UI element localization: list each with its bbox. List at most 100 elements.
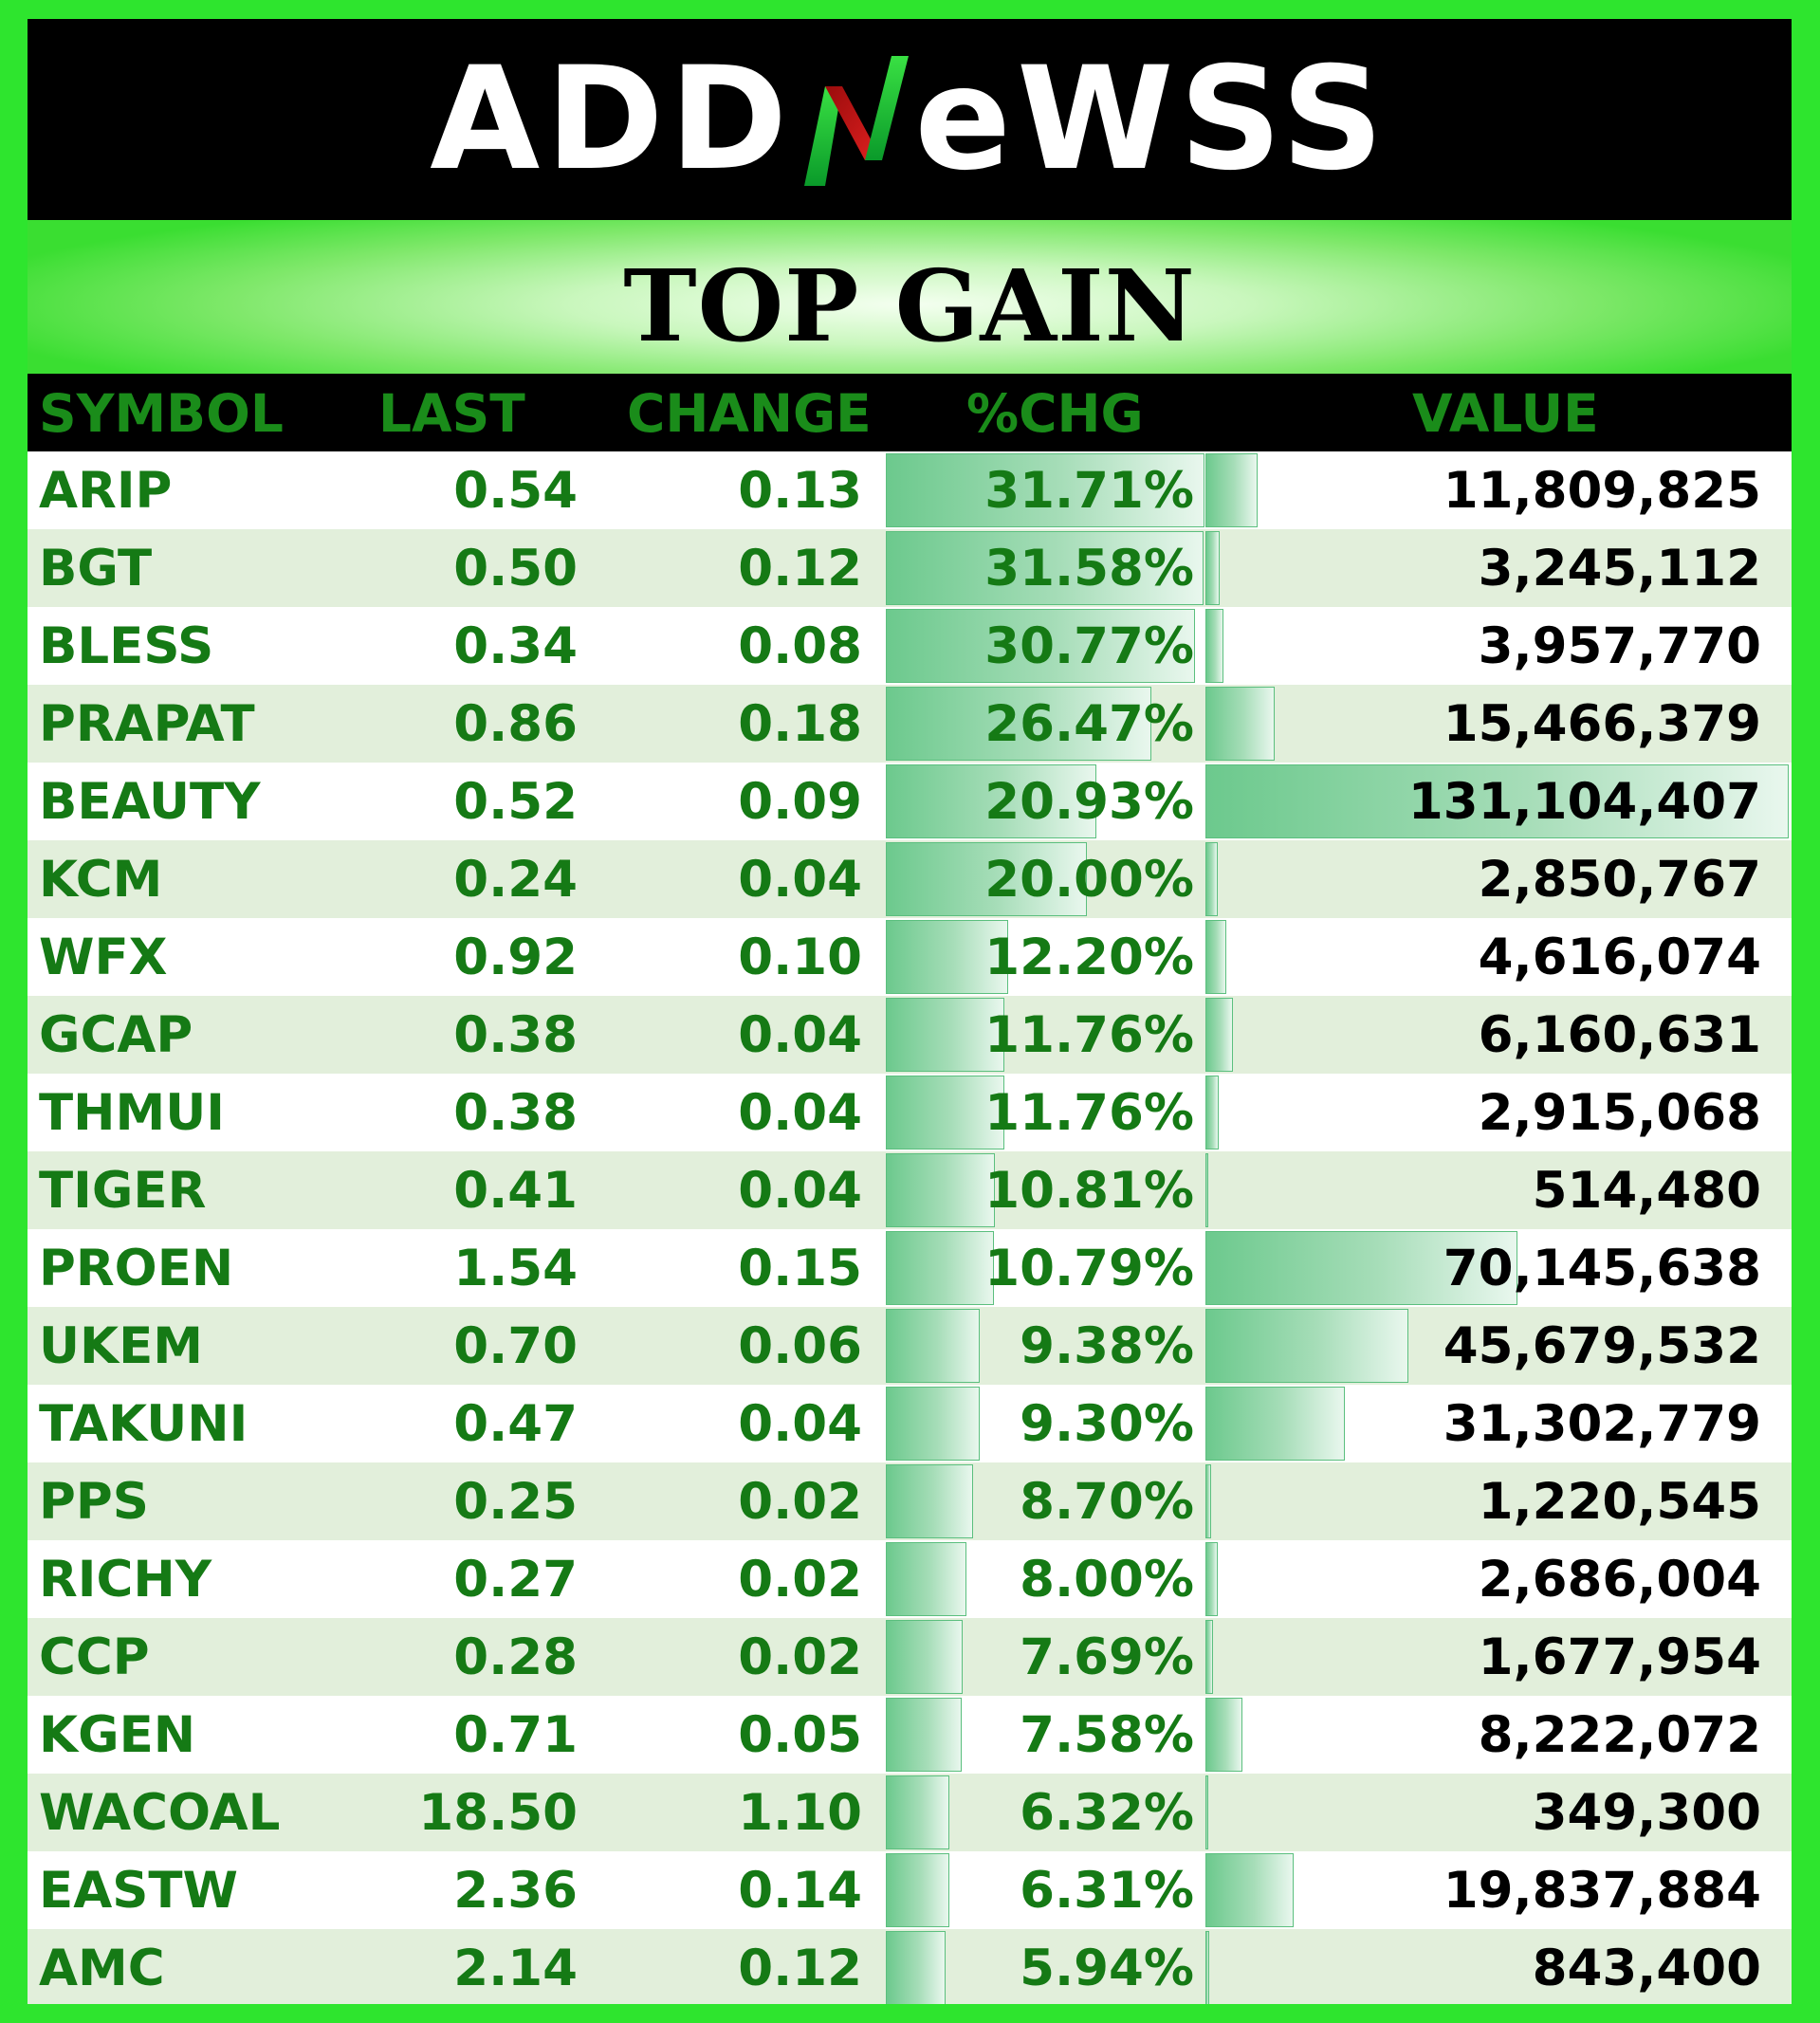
table-row: UKEM 0.70 0.06 9.38% 45,679,532 [28,1307,1792,1385]
value-bar [1205,1153,1208,1227]
symbol-cell: PPS [39,1472,149,1531]
change-cell: 0.08 [738,616,862,675]
pct-change-cell: 26.47% [984,694,1194,753]
last-price-cell: 1.54 [453,1239,578,1297]
gain-table-body: ARIP 0.54 0.13 31.71% 11,809,825 BGT 0.50 0.12 3… [28,451,1792,2004]
pct-change-bar [886,609,1195,683]
value-cell: 349,300 [1532,1783,1761,1842]
last-price-cell: 0.38 [453,1083,578,1142]
change-cell: 0.10 [738,928,862,986]
last-price-cell: 0.71 [453,1705,578,1764]
pct-change-bar [886,1464,973,1538]
column-header-change: CHANGE [627,383,872,444]
value-bar [1205,998,1233,1072]
last-price-cell: 0.41 [453,1161,578,1220]
column-header-symbol: SYMBOL [39,383,284,444]
pct-change-cell: 7.58% [1020,1705,1194,1764]
change-cell: 0.18 [738,694,862,753]
symbol-cell: KGEN [39,1705,196,1764]
change-cell: 0.12 [738,1939,862,1997]
table-row: BEAUTY 0.52 0.09 20.93% 131,104,407 [28,763,1792,840]
change-cell: 0.04 [738,1161,862,1220]
pct-change-cell: 10.81% [984,1161,1194,1220]
pct-change-cell: 5.94% [1020,1939,1194,1997]
last-price-cell: 0.92 [453,928,578,986]
change-cell: 0.04 [738,1005,862,1064]
pct-change-bar [886,1542,966,1616]
table-row: GCAP 0.38 0.04 11.76% 6,160,631 [28,996,1792,1074]
change-cell: 0.13 [738,461,862,520]
table-row: KGEN 0.71 0.05 7.58% 8,222,072 [28,1696,1792,1774]
pct-change-cell: 31.71% [984,461,1194,520]
last-price-cell: 0.70 [453,1316,578,1375]
value-cell: 514,480 [1532,1161,1761,1220]
table-row: THMUI 0.38 0.04 11.76% 2,915,068 [28,1074,1792,1151]
value-cell: 1,677,954 [1478,1628,1761,1686]
last-price-cell: 0.34 [453,616,578,675]
symbol-cell: TIGER [39,1161,207,1220]
symbol-cell: WACOAL [39,1783,281,1842]
symbol-cell: BEAUTY [39,772,261,831]
pct-change-cell: 11.76% [984,1083,1194,1142]
table-row: AMC 2.14 0.12 5.94% 843,400 [28,1929,1792,2004]
pct-change-bar [886,920,1008,994]
change-cell: 0.04 [738,850,862,909]
pct-change-cell: 9.30% [1020,1394,1194,1453]
value-cell: 1,220,545 [1478,1472,1761,1531]
pct-change-bar [886,1231,994,1305]
last-price-cell: 2.36 [453,1861,578,1920]
value-bar [1205,1076,1219,1149]
last-price-cell: 0.86 [453,694,578,753]
pct-change-cell: 30.77% [984,616,1194,675]
top-gain-board: ADD [28,19,1792,2004]
symbol-cell: PROEN [39,1239,234,1297]
table-row: RICHY 0.27 0.02 8.00% 2,686,004 [28,1540,1792,1618]
value-cell: 131,104,407 [1407,772,1761,831]
column-header-row: SYMBOL LAST CHANGE %CHG VALUE [28,374,1792,451]
pct-change-cell: 12.20% [984,928,1194,986]
value-cell: 19,837,884 [1443,1861,1761,1920]
table-row: WFX 0.92 0.10 12.20% 4,616,074 [28,918,1792,996]
pct-change-bar [886,764,1096,838]
pct-change-bar [886,1853,949,1927]
pct-change-bar [886,998,1004,1072]
last-price-cell: 0.47 [453,1394,578,1453]
pct-change-bar [886,1309,980,1383]
symbol-cell: CCP [39,1628,150,1686]
pct-change-bar [886,1931,946,2004]
last-price-cell: 0.24 [453,850,578,909]
symbol-cell: EASTW [39,1861,239,1920]
pct-change-cell: 6.32% [1020,1783,1194,1842]
pct-change-bar [886,1076,1004,1149]
value-cell: 2,850,767 [1478,850,1761,909]
pct-change-cell: 10.79% [984,1239,1194,1297]
pct-change-cell: 31.58% [984,539,1194,598]
pct-change-bar [886,453,1204,527]
value-bar [1205,609,1223,683]
logo-text-right: eWSS [914,37,1389,202]
pct-change-cell: 20.00% [984,850,1194,909]
value-bar [1205,1931,1209,2004]
brand-logo: ADD [430,48,1389,191]
value-cell: 2,686,004 [1478,1550,1761,1609]
value-bar [1205,1464,1211,1538]
change-cell: 1.10 [738,1783,862,1842]
value-cell: 8,222,072 [1478,1705,1761,1764]
change-cell: 0.14 [738,1861,862,1920]
logo-n-mark-icon [797,48,910,191]
value-bar [1205,1387,1345,1461]
title-band: TOP GAIN [28,220,1792,374]
value-cell: 45,679,532 [1443,1316,1761,1375]
value-bar [1205,531,1220,605]
pct-change-cell: 7.69% [1020,1628,1194,1686]
column-header-pct-change: %CHG [966,383,1144,444]
brand-header: ADD [28,19,1792,220]
table-row: BGT 0.50 0.12 31.58% 3,245,112 [28,529,1792,607]
symbol-cell: ARIP [39,461,173,520]
symbol-cell: BGT [39,539,153,598]
value-bar [1205,1309,1408,1383]
value-bar [1205,453,1258,527]
symbol-cell: BLESS [39,616,214,675]
pct-change-bar [886,687,1151,761]
last-price-cell: 0.38 [453,1005,578,1064]
